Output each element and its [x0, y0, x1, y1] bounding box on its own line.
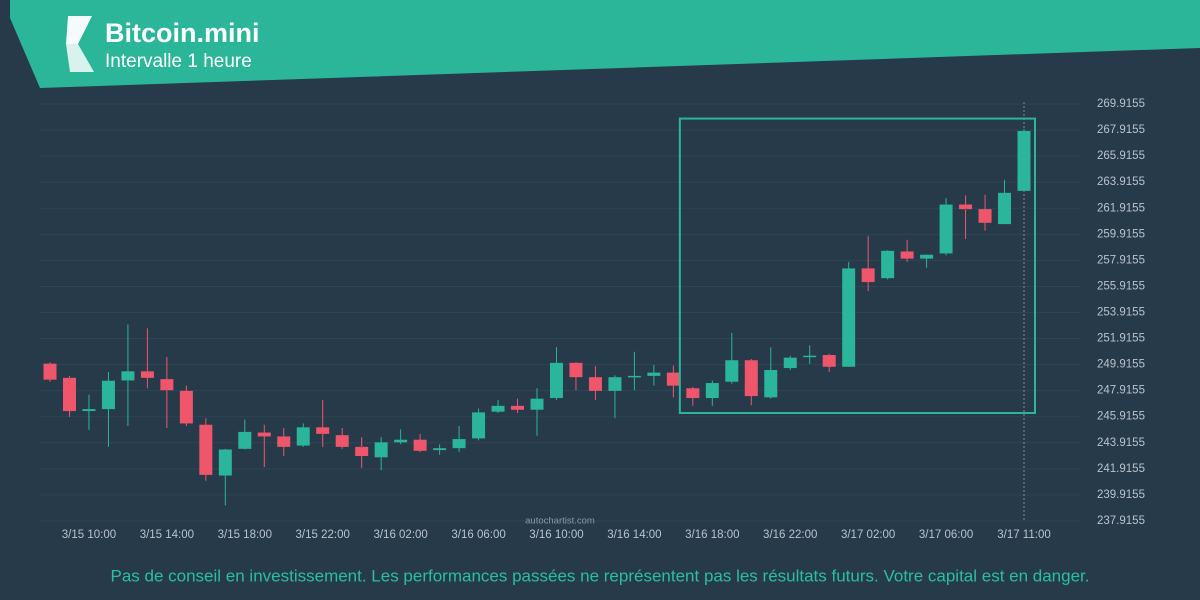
candle-body	[530, 398, 544, 410]
candle-body	[452, 439, 466, 449]
y-tick-label: 237.9155	[1097, 515, 1145, 527]
x-tick-label: 3/16 18:00	[685, 529, 739, 541]
candle-body	[218, 449, 232, 476]
candle-body	[335, 435, 349, 447]
candle-body	[238, 431, 252, 449]
x-tick-label: 3/16 10:00	[529, 529, 583, 541]
candle-body	[627, 375, 641, 378]
candle-body	[647, 372, 661, 376]
x-tick-label: 3/15 18:00	[218, 529, 272, 541]
candle-body	[1017, 130, 1031, 191]
y-tick-label: 239.9155	[1097, 489, 1145, 501]
candle-body	[199, 424, 213, 475]
y-tick-label: 249.9155	[1097, 359, 1145, 371]
y-tick-label: 245.9155	[1097, 411, 1145, 423]
disclaimer: Pas de conseil en investissement. Les pe…	[111, 566, 1090, 585]
candle-body	[472, 412, 486, 439]
x-tick-label: 3/17 02:00	[841, 529, 895, 541]
candle-body	[861, 268, 875, 283]
x-tick-label: 3/16 14:00	[607, 529, 661, 541]
y-tick-label: 243.9155	[1097, 437, 1145, 449]
y-tick-label: 269.9155	[1097, 98, 1145, 110]
candle-body	[588, 377, 602, 391]
pattern-box	[678, 117, 1037, 415]
x-tick-label: 3/17 06:00	[919, 529, 973, 541]
y-tick-label: 263.9155	[1097, 176, 1145, 188]
x-tick-label: 3/15 22:00	[296, 529, 350, 541]
x-tick-label: 3/16 06:00	[451, 529, 505, 541]
y-tick-label: 261.9155	[1097, 202, 1145, 214]
logo-top	[66, 16, 92, 44]
candle-body	[277, 436, 291, 447]
candle-body	[394, 439, 408, 443]
y-tick-label: 259.9155	[1097, 228, 1145, 240]
candle-body	[939, 204, 953, 254]
y-tick-label: 247.9155	[1097, 385, 1145, 397]
x-tick-label: 3/17 11:00	[997, 529, 1051, 541]
candle-body	[686, 388, 700, 399]
candle-body	[82, 409, 96, 412]
candle-body	[998, 192, 1012, 225]
candle-body	[764, 370, 778, 398]
candle-body	[140, 371, 154, 378]
chart-title: Bitcoin.mini	[105, 18, 260, 48]
candle-body	[160, 379, 174, 391]
y-tick-label: 255.9155	[1097, 280, 1145, 292]
candle-body	[316, 427, 330, 434]
candle-body	[803, 355, 817, 358]
candle-body	[62, 377, 76, 412]
candle-body	[355, 446, 369, 457]
header-banner	[10, 0, 1200, 88]
x-tick-label: 3/16 02:00	[373, 529, 427, 541]
candle-body	[608, 377, 622, 391]
logo-bottom	[66, 44, 94, 72]
y-tick-label: 253.9155	[1097, 307, 1145, 319]
candle-body	[744, 360, 758, 397]
y-tick-label: 251.9155	[1097, 333, 1145, 345]
x-tick-label: 3/16 22:00	[763, 529, 817, 541]
candle-body	[549, 362, 563, 399]
candle-body	[179, 390, 193, 424]
candle-body	[491, 405, 505, 412]
y-tick-label: 267.9155	[1097, 124, 1145, 136]
x-tick-label: 3/15 10:00	[62, 529, 116, 541]
candle-body	[725, 360, 739, 382]
candle-body	[374, 442, 388, 458]
candle-body	[296, 427, 310, 446]
candle-body	[842, 268, 856, 367]
candle-body	[881, 250, 895, 279]
candle-body	[511, 405, 525, 410]
candle-body	[705, 383, 719, 399]
candle-body	[666, 372, 680, 386]
candle-body	[959, 204, 973, 210]
logo	[66, 16, 94, 72]
candle-body	[121, 371, 135, 381]
candle-body	[433, 448, 447, 451]
candle-body	[101, 380, 115, 410]
candle-body	[43, 363, 57, 380]
x-tick-label: 3/15 14:00	[140, 529, 194, 541]
candle-body	[822, 355, 836, 367]
chart-subtitle: Intervalle 1 heure	[105, 51, 252, 72]
y-tick-label: 265.9155	[1097, 150, 1145, 162]
candle-body	[920, 254, 934, 259]
y-tick-label: 257.9155	[1097, 254, 1145, 266]
candle-body	[978, 209, 992, 223]
watermark: autochartist.com	[525, 516, 595, 527]
candle-body	[900, 251, 914, 259]
candle-body	[783, 357, 797, 369]
candle-body	[257, 432, 271, 437]
candle-body	[413, 439, 427, 451]
y-tick-label: 241.9155	[1097, 463, 1145, 475]
candle-body	[569, 362, 583, 378]
